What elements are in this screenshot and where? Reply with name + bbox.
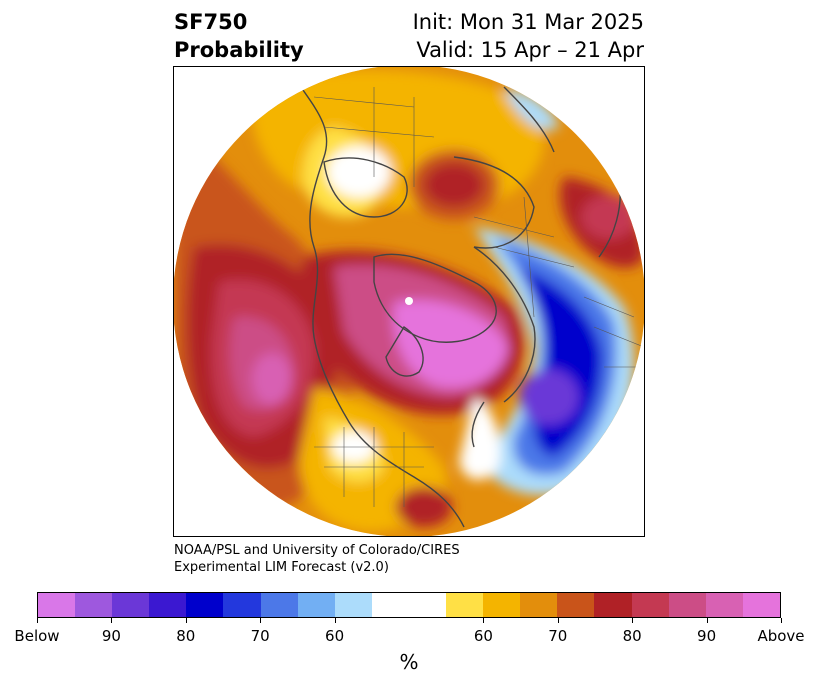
colorbar-segment — [483, 593, 521, 617]
colorbar — [37, 592, 781, 618]
forecast-map — [174, 67, 644, 536]
colorbar-tick — [557, 618, 559, 623]
colorbar-segment — [112, 593, 150, 617]
colorbar-tick — [632, 618, 634, 623]
probability-field — [174, 67, 644, 536]
colorbar-tick — [483, 618, 485, 623]
colorbar-tick-label: 90 — [101, 627, 121, 645]
variable-label: SF750 — [174, 10, 248, 34]
colorbar-segment — [75, 593, 113, 617]
colorbar-segment — [408, 593, 447, 617]
borders — [313, 87, 644, 507]
colorbar-segment — [668, 593, 706, 617]
colorbar-tick-label: 70 — [250, 627, 270, 645]
colorbar-segment — [149, 593, 187, 617]
colorbar-tick-label: 80 — [622, 627, 642, 645]
colorbar-segment — [705, 593, 743, 617]
colorbar-tick — [37, 618, 38, 623]
polar-map — [173, 66, 645, 537]
colorbar-segment — [297, 593, 335, 617]
colorbar-segment — [631, 593, 669, 617]
valid-range: Valid: 15 Apr – 21 Apr — [416, 38, 644, 62]
product-label: Probability — [174, 38, 304, 62]
colorbar-tick-label: 60 — [473, 627, 493, 645]
colorbar-segment — [371, 593, 409, 617]
colorbar-segment — [260, 593, 298, 617]
colorbar-tick — [185, 618, 187, 623]
colorbar-segment — [594, 593, 632, 617]
colorbar-tick — [781, 618, 782, 623]
colorbar-tick-label: Below — [14, 627, 60, 645]
colorbar-segment — [520, 593, 558, 617]
colorbar-segment — [186, 593, 224, 617]
date-info: Init: Mon 31 Mar 2025 Valid: 15 Apr – 21… — [413, 8, 644, 64]
colorbar-unit: % — [399, 650, 419, 674]
colorbar-tick-label: 90 — [697, 627, 717, 645]
colorbar-tick — [334, 618, 336, 623]
colorbar-tick-label: 80 — [176, 627, 196, 645]
colorbar-tick — [111, 618, 113, 623]
colorbar-tick-label: Above — [757, 627, 805, 645]
credit-line-2: Experimental LIM Forecast (v2.0) — [174, 560, 389, 575]
colorbar-segment — [446, 593, 484, 617]
pole-marker — [405, 297, 413, 305]
colorbar-segment — [38, 593, 76, 617]
chart-title: SF750 Probability — [174, 8, 304, 64]
colorbar-tick-label: 60 — [325, 627, 345, 645]
colorbar-segment — [557, 593, 595, 617]
colorbar-tick — [706, 618, 708, 623]
colorbar-segment — [742, 593, 780, 617]
colorbar-tick-label: 70 — [548, 627, 568, 645]
colorbar-segment — [334, 593, 372, 617]
colorbar-tick — [260, 618, 262, 623]
credit: NOAA/PSL and University of Colorado/CIRE… — [174, 542, 460, 576]
credit-line-1: NOAA/PSL and University of Colorado/CIRE… — [174, 543, 460, 558]
init-date: Init: Mon 31 Mar 2025 — [412, 10, 644, 34]
colorbar-segment — [223, 593, 261, 617]
